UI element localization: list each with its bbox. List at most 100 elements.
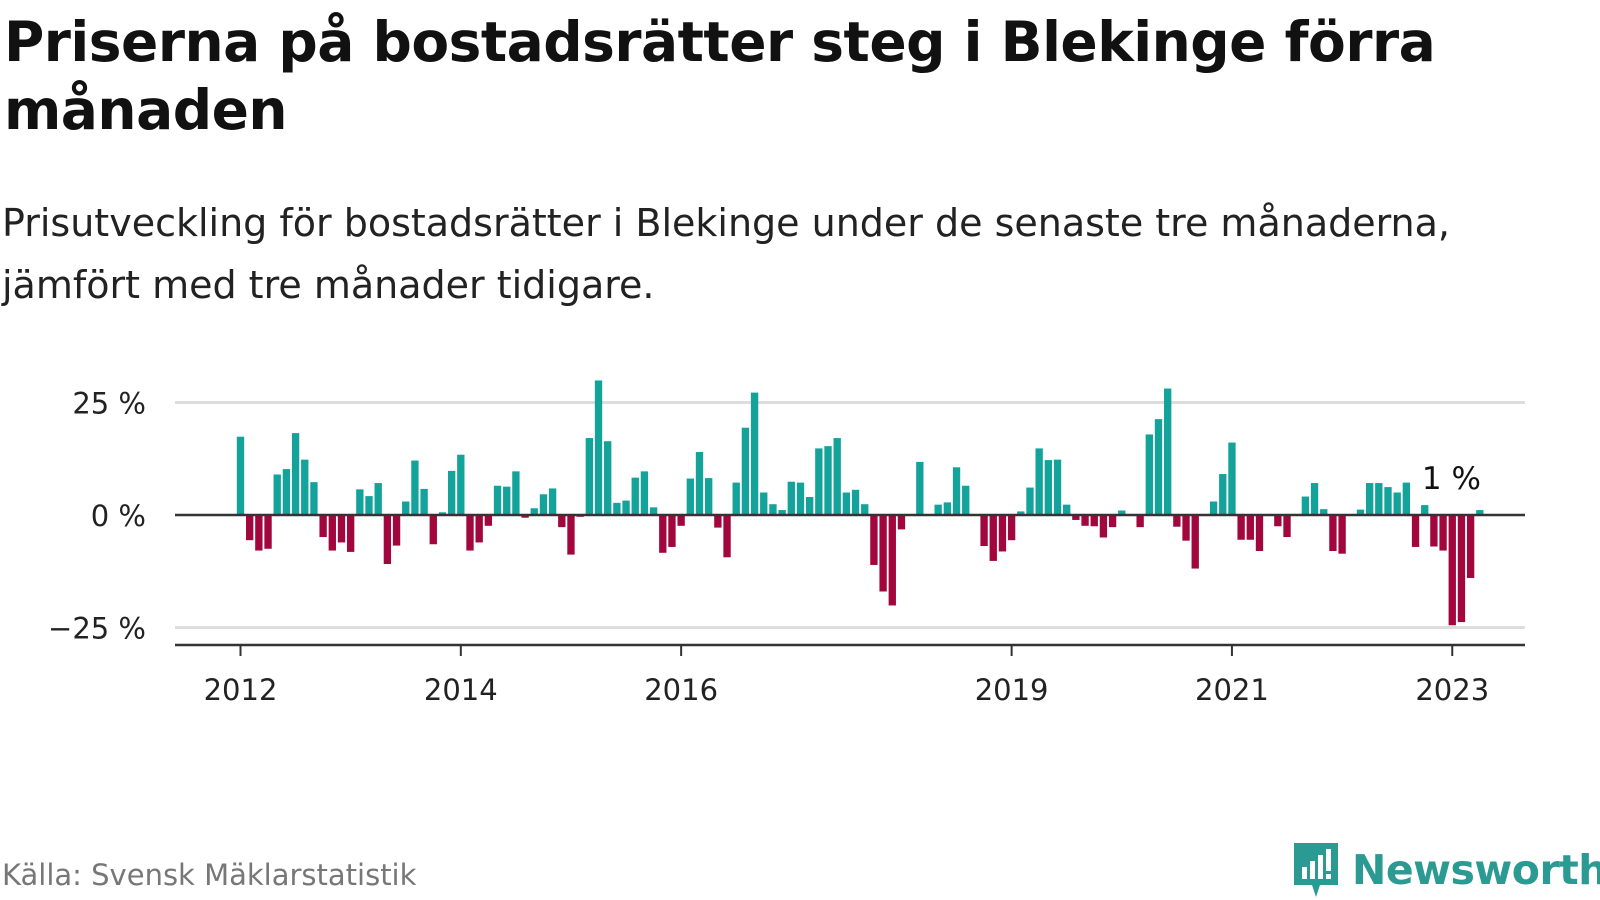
bar <box>879 515 887 592</box>
bar <box>438 512 447 515</box>
bar <box>365 496 373 515</box>
bar <box>1228 442 1236 515</box>
bar <box>346 515 355 552</box>
bar <box>1063 504 1071 515</box>
bar <box>1209 501 1218 515</box>
bar <box>870 515 878 565</box>
bar <box>512 471 520 515</box>
bar <box>411 460 419 515</box>
bar <box>558 515 566 528</box>
bar <box>503 486 511 515</box>
bar <box>1338 515 1346 554</box>
bar <box>750 392 759 515</box>
bar <box>548 488 557 515</box>
bar <box>1320 509 1328 515</box>
bar <box>420 488 428 515</box>
bar <box>1421 505 1429 515</box>
bar <box>374 483 382 515</box>
source-note: Källa: Svensk Mäklarstatistik <box>2 858 417 892</box>
annotations: 1 % <box>1422 461 1481 497</box>
bar <box>732 482 740 515</box>
newsworthy-logo-icon <box>1294 843 1338 897</box>
y-tick-label: 25 % <box>72 387 146 421</box>
bar <box>833 438 841 515</box>
bar <box>539 494 548 515</box>
bar <box>1476 510 1484 515</box>
bar <box>1081 515 1089 526</box>
chart-subtitle: Prisutveckling för bostadsrätter i Bleki… <box>2 201 1451 307</box>
brand-logo[interactable]: Newsworthy <box>1290 840 1600 900</box>
bar <box>668 515 676 547</box>
bar <box>567 515 575 555</box>
bar <box>1044 460 1053 515</box>
bar <box>328 515 336 551</box>
x-axis-ticks: 2012 2014 2016 2019 2021 2023 <box>204 645 1489 707</box>
bar <box>273 474 281 515</box>
bar <box>741 427 750 515</box>
bar <box>1402 482 1411 515</box>
bar <box>429 515 437 545</box>
bar <box>1053 459 1062 515</box>
bar <box>1301 496 1310 515</box>
bar <box>585 438 594 515</box>
bar <box>1108 515 1117 528</box>
bar <box>1329 515 1337 551</box>
bar <box>1255 515 1264 551</box>
bar <box>815 448 823 515</box>
chart-title: Priserna på bostadsrätter steg i Bleking… <box>4 10 1436 142</box>
y-axis-ticks: 25 % 0 % −25 % <box>48 387 146 646</box>
bar <box>962 485 970 515</box>
bar <box>1274 515 1282 527</box>
bar <box>1219 474 1227 515</box>
bar <box>998 515 1007 552</box>
bar <box>1026 487 1034 515</box>
bar <box>851 489 860 515</box>
bar <box>1191 515 1199 569</box>
bar <box>1411 515 1420 547</box>
bar <box>402 501 410 515</box>
bar <box>356 489 364 515</box>
brand-name: Newsworthy <box>1352 846 1600 894</box>
last-value-annotation: 1 % <box>1422 461 1481 497</box>
bar <box>934 504 942 515</box>
bar <box>1283 515 1291 538</box>
x-tick-label: 2012 <box>204 673 278 707</box>
bar <box>594 380 603 515</box>
bar <box>264 515 272 549</box>
y-tick-label: 0 % <box>91 499 146 533</box>
bar <box>824 446 832 515</box>
bar <box>337 515 346 543</box>
bar <box>659 515 667 553</box>
x-tick-label: 2021 <box>1195 673 1269 707</box>
bar <box>1007 515 1016 541</box>
bar <box>1466 515 1475 578</box>
bar <box>1448 515 1456 626</box>
bar <box>1090 515 1098 527</box>
bar <box>475 515 483 543</box>
bar <box>1310 483 1319 515</box>
y-tick-label: −25 % <box>48 612 146 646</box>
bar <box>649 507 658 515</box>
bar <box>723 515 731 558</box>
bar <box>631 477 639 515</box>
bar <box>805 497 814 515</box>
bar <box>1072 515 1080 520</box>
bar <box>897 515 906 530</box>
bar <box>1099 515 1108 538</box>
bar <box>521 515 529 518</box>
bar <box>916 461 924 515</box>
bar <box>1365 483 1374 515</box>
bar <box>1154 419 1163 515</box>
bar <box>1164 388 1172 515</box>
bar <box>255 515 263 551</box>
bar <box>686 478 694 515</box>
bar <box>466 515 474 551</box>
bar <box>1118 510 1126 515</box>
x-tick-label: 2014 <box>424 673 498 707</box>
bar <box>493 485 502 515</box>
bar <box>530 508 538 515</box>
bar <box>980 515 988 547</box>
bar <box>952 467 961 515</box>
bar <box>236 436 245 515</box>
bar <box>888 515 896 606</box>
